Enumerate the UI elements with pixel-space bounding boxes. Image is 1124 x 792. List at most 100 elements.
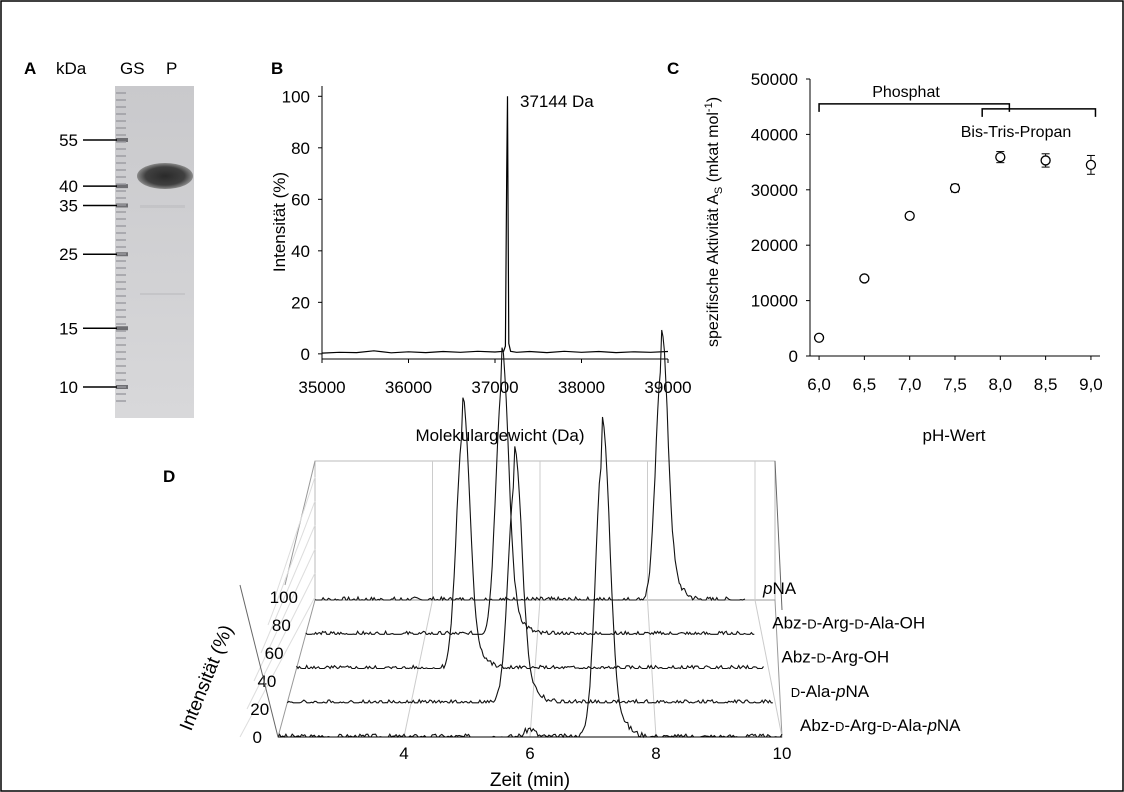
c-x-tick-label: 7,0 (898, 375, 922, 394)
c-x-tick-label: 7,5 (943, 375, 967, 394)
d-grid-line (754, 599, 783, 738)
marker-label: 55 (59, 131, 78, 150)
ladder-smear (116, 295, 126, 297)
b-x-tick-label: 35000 (298, 378, 345, 397)
d-series-label: Abz-D-Arg-D-Ala-pNA (800, 716, 961, 735)
marker-label: 25 (59, 245, 78, 264)
c-y-tick-label: 10000 (751, 292, 798, 311)
ladder-smear (116, 288, 126, 290)
b-y-axis-label: Intensität (%) (270, 172, 289, 272)
d-side-grid (267, 500, 316, 626)
ladder-smear (116, 358, 126, 360)
ladder-smear (116, 260, 126, 262)
d-z-tick-label: 60 (265, 644, 284, 663)
ladder-smear (116, 141, 126, 143)
ladder-smear (116, 372, 126, 374)
ladder-smear (116, 162, 126, 164)
c-data-point (859, 273, 870, 284)
ladder-smear (116, 400, 126, 402)
ladder-smear (116, 246, 126, 248)
d-z-tick-label: 80 (272, 616, 291, 635)
b-y-tick-label: 20 (291, 293, 310, 312)
ladder-smear (116, 393, 126, 395)
d-back-wall (314, 460, 776, 600)
ladder-smear (116, 309, 126, 311)
d-trace-line (314, 329, 746, 602)
d-x-axis-label: Zeit (min) (490, 770, 570, 791)
d-z-tick-label: 100 (270, 588, 298, 607)
ladder-smear (116, 225, 126, 227)
ladder-smear (116, 113, 126, 115)
d-x-tick-label: 6 (525, 744, 534, 763)
c-data-point (1040, 155, 1051, 166)
b-y-tick-label: 80 (291, 139, 310, 158)
buffer-label-bis-tris-propan: Bis-Tris-Propan (961, 124, 1072, 141)
ladder-band (116, 184, 128, 189)
ladder-smear (116, 344, 126, 346)
ladder-smear (116, 218, 126, 220)
ladder-smear (116, 302, 126, 304)
c-y-tick-label: 40000 (751, 125, 798, 144)
ladder-band (116, 138, 128, 142)
lane-label-protein: P (166, 59, 177, 78)
ladder-smear (116, 176, 126, 178)
ph-activity-chart: 0 10000 20000 30000 40000 50000 6,0 6,5 7,0 7,5 8,… (751, 70, 1103, 394)
buffer-label-phosphat: Phosphat (872, 84, 940, 101)
d-trace-line (305, 347, 755, 636)
b-y-tick-label: 0 (301, 345, 310, 364)
b-x-tick-label: 36000 (385, 378, 432, 397)
ladder-smear (116, 351, 126, 353)
b-spectrum-line (321, 96, 669, 354)
ladder-smear (116, 253, 126, 255)
d-side-grid (253, 548, 316, 682)
d-right-edge (774, 460, 783, 611)
d-grid-line (529, 599, 541, 738)
c-x-tick-label: 8,0 (988, 375, 1012, 394)
c-y-tick-label: 30000 (751, 181, 798, 200)
ladder-band (116, 326, 128, 331)
buffer-bracket-bis-tris-propan (981, 108, 1097, 117)
c-data-point (1085, 159, 1097, 171)
ladder-smear (116, 365, 126, 367)
panel-c: C 0 10000 20000 30000 40000 50000 6,0 6,5 7,0 7,5… (667, 59, 1103, 445)
ladder-smear (116, 120, 126, 122)
mass-spectrum-chart: 0 20 40 60 80 100 35000 36000 37000 38000 39000 (282, 86, 692, 397)
c-y-tick-label: 0 (789, 347, 798, 366)
b-x-tick-label: 38000 (558, 378, 605, 397)
panel-a-letter: A (24, 59, 36, 78)
b-y-tick-label: 40 (291, 242, 310, 261)
d-side-grid (260, 524, 316, 654)
chromatogram-3d-chart: 0 20 40 60 80 100 4 6 8 10 pNA Abz-D-Arg-D-Ala-OH Ab… (239, 329, 961, 763)
ladder-smear (116, 155, 126, 157)
ladder-smear (116, 330, 126, 332)
ladder-smear (116, 267, 126, 269)
ladder-smear (116, 274, 126, 276)
ladder-smear (116, 204, 126, 206)
ladder-smear (116, 337, 126, 339)
ladder-smear (116, 190, 126, 192)
d-z-axis (239, 584, 279, 738)
lane-label-standard: GS (120, 59, 145, 78)
ladder-smear (116, 169, 126, 171)
ladder-smear (116, 99, 126, 101)
ladder-smear (116, 323, 126, 325)
faint-band (140, 293, 185, 295)
d-x-tick-label: 4 (399, 744, 408, 763)
ladder-lane (116, 92, 128, 402)
protein-band (137, 163, 193, 189)
c-x-axis-label: pH-Wert (923, 426, 986, 445)
c-data-point (949, 182, 961, 194)
d-series-label: Abz-D-Arg-D-Ala-OH (772, 613, 925, 632)
d-side-grid (274, 476, 316, 598)
panel-d-letter: D (163, 467, 175, 486)
ladder-smear (116, 92, 126, 94)
ladder-smear (116, 386, 126, 388)
buffer-bracket-phosphat (818, 103, 1011, 112)
marker-label: 15 (59, 319, 78, 338)
ladder-smear (116, 148, 126, 150)
c-data-point (813, 332, 825, 343)
ladder-smear (116, 134, 126, 136)
c-x-tick-label: 9,0 (1079, 375, 1103, 394)
